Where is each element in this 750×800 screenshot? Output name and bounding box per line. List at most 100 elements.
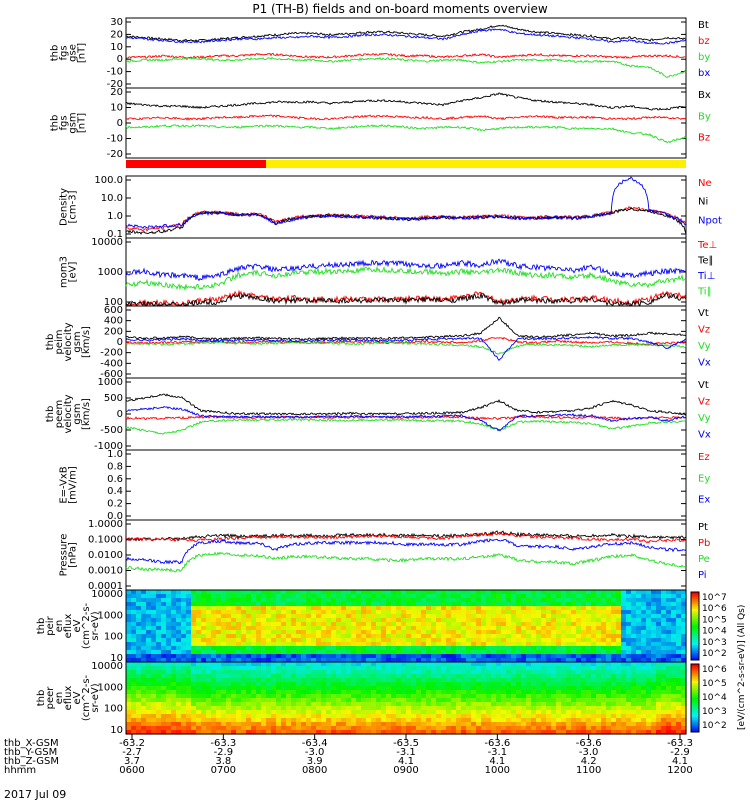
heatmap-cell [516, 618, 522, 623]
heatmap-cell [461, 726, 467, 731]
heatmap-cell [296, 682, 302, 687]
heatmap-cell [416, 670, 422, 675]
heatmap-cell [286, 658, 292, 663]
heatmap-cell [216, 622, 222, 627]
heatmap-cell [386, 650, 392, 655]
heatmap-cell [181, 686, 187, 691]
heatmap-cell [376, 678, 382, 683]
heatmap-cell [586, 714, 592, 719]
heatmap-cell [301, 626, 307, 631]
colorbar-frame [690, 663, 700, 733]
series-Bt [125, 24, 687, 42]
heatmap-cell [431, 594, 437, 599]
heatmap-cell [331, 678, 337, 683]
heatmap-cell [556, 690, 562, 695]
heatmap-cell [161, 718, 167, 723]
series-Npot [125, 176, 687, 230]
heatmap-cell [286, 642, 292, 647]
heatmap-cell [446, 726, 452, 731]
heatmap-cell [606, 714, 612, 719]
heatmap-cell [261, 682, 267, 687]
heatmap-cell [346, 670, 352, 675]
heatmap-cell [646, 694, 652, 699]
heatmap-cell [156, 698, 162, 703]
heatmap-cell [226, 610, 232, 615]
heatmap-cell [406, 698, 412, 703]
heatmap-cell [301, 594, 307, 599]
heatmap-cell [226, 590, 232, 595]
heatmap-cell [301, 590, 307, 595]
heatmap-cell [141, 674, 147, 679]
heatmap-cell [606, 722, 612, 727]
heatmap-cell [211, 642, 217, 647]
heatmap-cell [496, 658, 502, 663]
heatmap-cell [191, 730, 197, 735]
heatmap-cell [171, 698, 177, 703]
heatmap-cell [401, 642, 407, 647]
heatmap-cell [511, 610, 517, 615]
heatmap-cell [471, 590, 477, 595]
heatmap-cell [586, 622, 592, 627]
heatmap-cell [406, 594, 412, 599]
heatmap-cell [321, 694, 327, 699]
heatmap-cell [141, 638, 147, 643]
heatmap-cell [571, 590, 577, 595]
heatmap-cell [571, 710, 577, 715]
heatmap-cell [171, 718, 177, 723]
x-tick-label: 4.2 [581, 756, 597, 767]
heatmap-cell [576, 670, 582, 675]
heatmap-cell [291, 658, 297, 663]
heatmap-cell [181, 706, 187, 711]
heatmap-cell [446, 626, 452, 631]
heatmap-cell [336, 694, 342, 699]
heatmap-cell [431, 634, 437, 639]
heatmap-cell [386, 658, 392, 663]
heatmap-cell [531, 686, 537, 691]
heatmap-cell [211, 594, 217, 599]
heatmap-cell [471, 654, 477, 659]
heatmap-cell [556, 630, 562, 635]
heatmap-cell [221, 642, 227, 647]
colorbar-cell [691, 711, 699, 714]
heatmap-cell [521, 686, 527, 691]
heatmap-cell [446, 634, 452, 639]
heatmap-cell [631, 726, 637, 731]
heatmap-cell [361, 590, 367, 595]
heatmap-cell [316, 718, 322, 723]
heatmap-cell [456, 594, 462, 599]
heatmap-cell [576, 710, 582, 715]
heatmap-cell [276, 658, 282, 663]
heatmap-cell [281, 682, 287, 687]
heatmap-cell [181, 654, 187, 659]
heatmap-cell [296, 690, 302, 695]
colorbar-cell [691, 669, 699, 672]
heatmap-cell [401, 634, 407, 639]
heatmap-cell [511, 662, 517, 667]
heatmap-cell [406, 678, 412, 683]
heatmap-cell [521, 634, 527, 639]
heatmap-cell [366, 594, 372, 599]
heatmap-cell [316, 666, 322, 671]
heatmap-cell [236, 726, 242, 731]
heatmap-cell [526, 654, 532, 659]
heatmap-cell [226, 606, 232, 611]
heatmap-cell [401, 718, 407, 723]
heatmap-cell [201, 674, 207, 679]
heatmap-cell [141, 718, 147, 723]
heatmap-cell [231, 626, 237, 631]
heatmap-cell [196, 670, 202, 675]
colorbar-cell [691, 629, 699, 632]
heatmap-cell [346, 710, 352, 715]
heatmap-cell [176, 650, 182, 655]
heatmap-cell [416, 642, 422, 647]
heatmap-cell [461, 650, 467, 655]
heatmap-cell [491, 658, 497, 663]
heatmap-cell [266, 674, 272, 679]
heatmap-cell [541, 702, 547, 707]
heatmap-cell [461, 666, 467, 671]
heatmap-cell [491, 606, 497, 611]
heatmap-cell [356, 670, 362, 675]
heatmap-cell [526, 594, 532, 599]
heatmap-cell [626, 726, 632, 731]
heatmap-cell [636, 694, 642, 699]
